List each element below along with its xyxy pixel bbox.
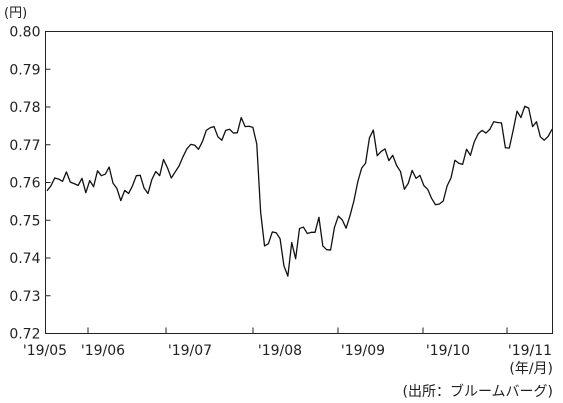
y-tick-label: 0.77: [9, 138, 40, 154]
y-tick-label: 0.80: [9, 25, 40, 41]
series-line: [46, 105, 553, 277]
y-tick-label: 0.78: [9, 100, 40, 116]
y-tick-label: 0.76: [9, 176, 40, 192]
y-tick-label: 0.72: [9, 327, 40, 343]
y-tick-label: 0.73: [9, 289, 40, 305]
plot-area-frame: [45, 31, 553, 334]
y-axis-unit-label: (円): [4, 6, 27, 21]
x-axis-unit-label: (年/月): [509, 361, 553, 377]
y-tick-label: 0.74: [9, 251, 40, 267]
y-tick-label: 0.75: [9, 213, 40, 229]
y-tick-label: 0.79: [9, 62, 40, 78]
y-axis-ticks: 0.80 0.79 0.78 0.77 0.76 0.75 0.74 0.73 0.72: [9, 25, 51, 343]
x-tick-label: '19/09: [341, 343, 385, 359]
x-tick-label: '19/11: [508, 343, 552, 359]
x-tick-label: '19/05: [23, 343, 67, 359]
x-tick-label: '19/06: [81, 343, 125, 359]
x-tick-label: '19/08: [258, 343, 302, 359]
source-note: (出所：ブルームバーグ): [402, 383, 553, 400]
x-axis-ticks: '19/05 '19/06 '19/07 '19/08 '19/09 '19/10 '19/…: [23, 327, 552, 359]
x-tick-label: '19/10: [426, 343, 470, 359]
x-tick-label: '19/07: [168, 343, 212, 359]
